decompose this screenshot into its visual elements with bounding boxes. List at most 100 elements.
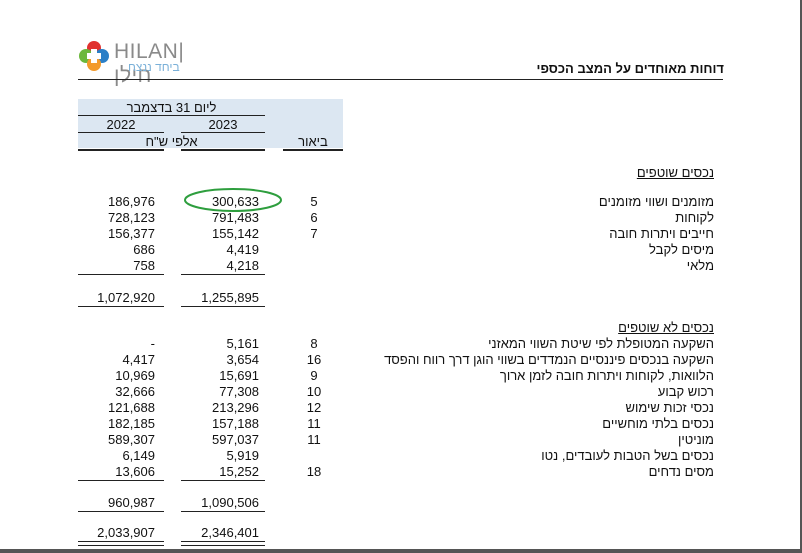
non-current-asset-row: 6,149 5,919 נכסים בשל הטבות לעובדים, נטו (0, 448, 802, 464)
current-asset-row: 758 4,218 מלאי (0, 258, 802, 274)
note-ref: 12 (306, 400, 322, 415)
units-rule-2022 (78, 149, 164, 151)
row-label: הלוואות, לקוחות ויתרות חובה לזמן ארוך (499, 368, 714, 383)
row-label: מוניטין (678, 432, 714, 447)
value-2022: 32,666 (115, 384, 155, 399)
grand-total-row: 2,033,907 2,346,401 (0, 525, 802, 541)
current-total-2022: 1,072,920 (97, 290, 155, 305)
note-ref: 9 (310, 368, 318, 383)
value-2023: 157,188 (212, 416, 259, 431)
note-ref: 10 (306, 384, 322, 399)
column-header-background (78, 99, 343, 148)
value-2023: 5,919 (226, 448, 259, 463)
year-2023-rule (181, 132, 265, 133)
note-ref: 6 (310, 210, 318, 225)
value-2023: 213,296 (212, 400, 259, 415)
highlight-ellipse (184, 188, 282, 212)
non-current-assets-title: נכסים לא שוטפים (618, 320, 714, 335)
row-label: מלאי (686, 258, 714, 273)
current-asset-row: 186,976 300,633 5 מזומנים ושווי מזומנים (0, 194, 802, 210)
non-current-assets-total-row: 960,987 1,090,506 (0, 495, 802, 511)
value-2022: 6,149 (122, 448, 155, 463)
value-2023: 300,633 (212, 194, 259, 209)
non-current-asset-row: 32,666 77,308 10 רכוש קבוע (0, 384, 802, 400)
value-2023: 15,691 (219, 368, 259, 383)
note-ref: 18 (306, 464, 322, 479)
note-ref: 11 (307, 416, 321, 431)
row-label: נכסי זכות שימוש (625, 400, 714, 415)
value-2023: 155,142 (212, 226, 259, 241)
current-total-rule-2022 (78, 306, 164, 307)
current-subtotal-rule-2023 (181, 274, 265, 275)
grand-total-double-rule-2022 (78, 541, 164, 546)
year-2022-rule (78, 132, 164, 133)
row-label: מיסים לקבל (649, 242, 714, 257)
note-column-header: ביאור (298, 134, 328, 149)
noncurrent-total-2023: 1,090,506 (201, 495, 259, 510)
value-2023: 791,483 (212, 210, 259, 225)
noncurrent-subtotal-rule-2022 (78, 480, 164, 481)
date-header: ליום 31 בדצמבר (126, 100, 217, 115)
row-label: השקעה המטופלת לפי שיטת השווי המאזני (488, 336, 714, 351)
value-2022: 728,123 (108, 210, 155, 225)
noncurrent-subtotal-rule-2023 (181, 480, 265, 481)
page-title: דוחות מאוחדים על המצב הכספי (536, 61, 724, 76)
non-current-asset-row: - 5,161 8 השקעה המטופלת לפי שיטת השווי המאז… (0, 336, 802, 352)
note-ref: 8 (310, 336, 318, 351)
year-2022-header: 2022 (106, 117, 136, 132)
noncurrent-total-2022: 960,987 (108, 495, 155, 510)
non-current-asset-row: 121,688 213,296 12 נכסי זכות שימוש (0, 400, 802, 416)
logo-tagline: ביחד ננצח (128, 60, 180, 74)
row-label: נכסים בשל הטבות לעובדים, נטו (541, 448, 714, 463)
value-2022: - (150, 336, 155, 351)
note-ref: 16 (306, 352, 322, 367)
value-2022: 758 (133, 258, 155, 273)
noncurrent-total-rule-2022 (78, 511, 164, 512)
grand-total-2022: 2,033,907 (97, 525, 155, 540)
non-current-asset-row: 4,417 3,654 16 השקעה בנכסים פיננסיים הנמדדי… (0, 352, 802, 368)
non-current-asset-row: 182,185 157,188 11 נכסים בלתי מוחשיים (0, 416, 802, 432)
value-2023: 4,218 (226, 258, 259, 273)
value-2022: 10,969 (115, 368, 155, 383)
non-current-asset-row: 10,969 15,691 9 הלוואות, לקוחות ויתרות חובה… (0, 368, 802, 384)
row-label: לקוחות (675, 210, 714, 225)
value-2022: 686 (133, 242, 155, 257)
note-ref: 5 (310, 194, 318, 209)
current-total-2023: 1,255,895 (201, 290, 259, 305)
value-2022: 589,307 (108, 432, 155, 447)
grand-total-double-rule-2023 (181, 541, 265, 546)
row-label: רכוש קבוע (657, 384, 714, 399)
current-asset-row: 156,377 155,142 7 חייבים ויתרות חובה (0, 226, 802, 242)
current-subtotal-rule-2022 (78, 274, 164, 275)
current-assets-title: נכסים שוטפים (636, 165, 714, 180)
value-2022: 182,185 (108, 416, 155, 431)
grand-total-2023: 2,346,401 (201, 525, 259, 540)
current-asset-row: 728,123 791,483 6 לקוחות (0, 210, 802, 226)
date-header-rule (78, 115, 265, 116)
note-ref: 11 (307, 432, 321, 447)
value-2022: 186,976 (108, 194, 155, 209)
non-current-asset-row: 589,307 597,037 11 מוניטין (0, 432, 802, 448)
current-total-rule-2023 (181, 306, 265, 307)
value-2023: 4,419 (226, 242, 259, 257)
value-2023: 77,308 (219, 384, 259, 399)
row-label: נכסים בלתי מוחשיים (602, 416, 714, 431)
current-asset-row: 686 4,419 מיסים לקבל (0, 242, 802, 258)
note-ref: 7 (310, 226, 318, 241)
value-2023: 5,161 (226, 336, 259, 351)
value-2022: 156,377 (108, 226, 155, 241)
current-assets-total-row: 1,072,920 1,255,895 (0, 290, 802, 306)
non-current-asset-row: 13,606 15,252 18 מסים נדחים (0, 464, 802, 480)
row-label: מזומנים ושווי מזומנים (598, 194, 714, 209)
year-2023-header: 2023 (208, 117, 238, 132)
units-rule-2023 (181, 149, 265, 151)
header-divider (78, 79, 723, 80)
hilan-logo: HILAN|חילן ביחד ננצח (78, 40, 208, 87)
logo-wordmark: HILAN|חילן (114, 40, 185, 87)
row-label: חייבים ויתרות חובה (609, 226, 714, 241)
units-header: אלפי ש"ח (145, 134, 198, 149)
value-2022: 4,417 (122, 352, 155, 367)
row-label: השקעה בנכסים פיננסיים הנמדדים בשווי הוגן… (384, 352, 714, 367)
value-2022: 13,606 (115, 464, 155, 479)
